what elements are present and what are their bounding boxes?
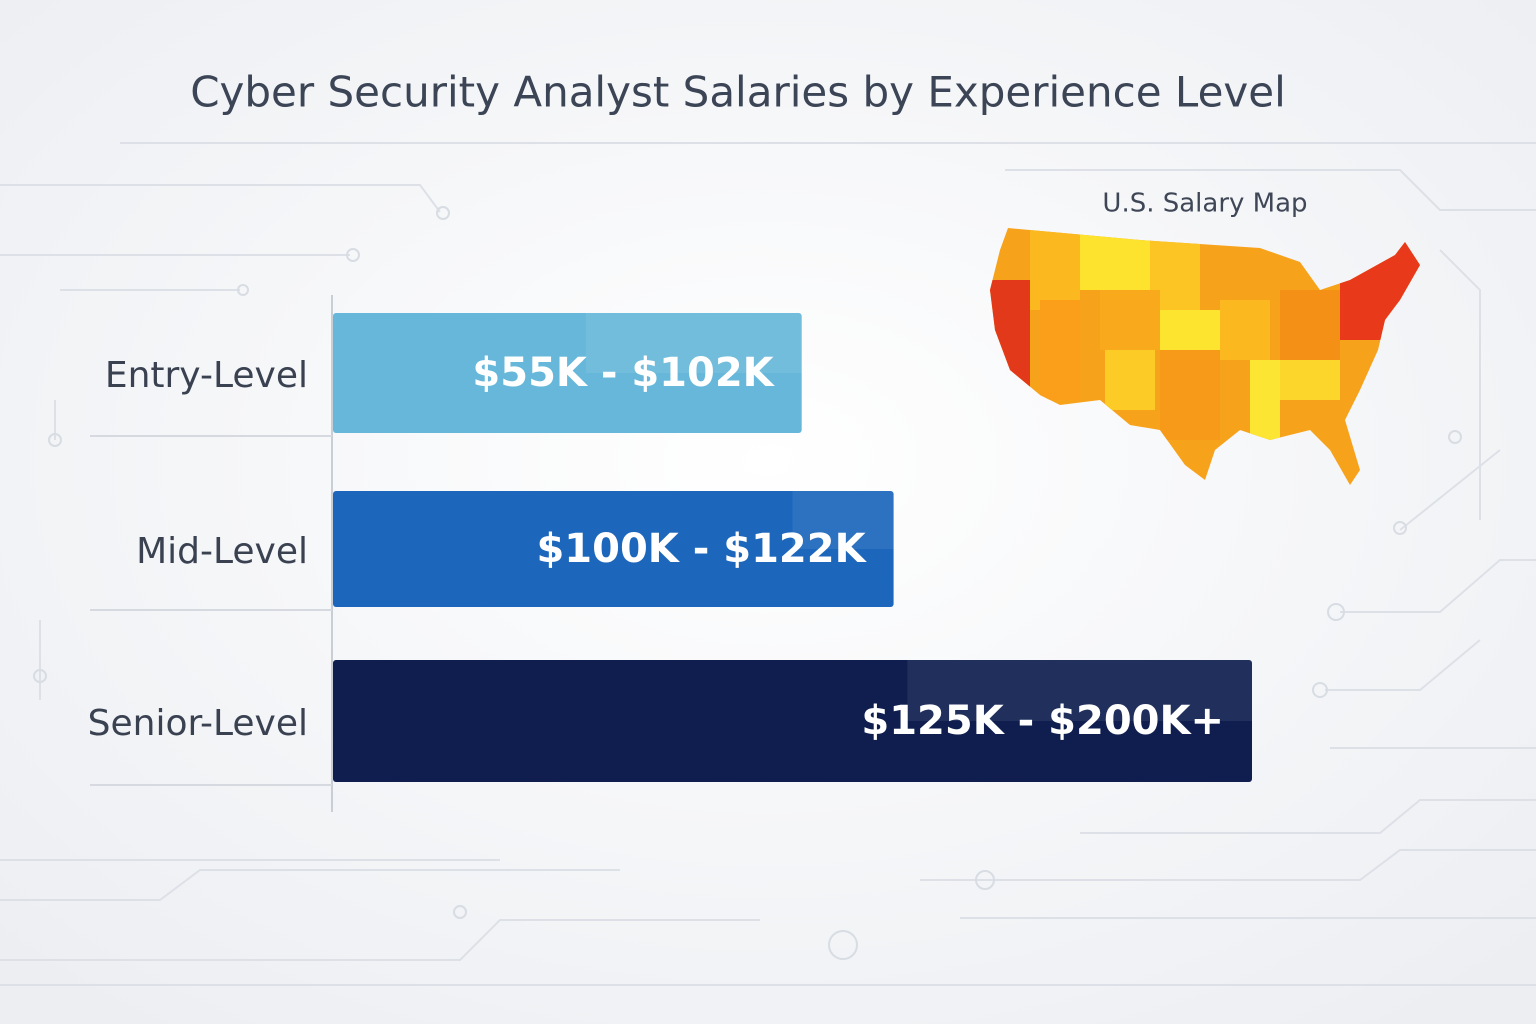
value-label: $100K - $122K	[536, 526, 867, 572]
chart-title: Cyber Security Analyst Salaries by Exper…	[190, 68, 1286, 117]
map-title: U.S. Salary Map	[1102, 189, 1307, 219]
category-label: Entry-Level	[105, 355, 308, 396]
bar	[333, 660, 1252, 782]
bar-range	[792, 491, 894, 549]
circuit-decoration	[0, 142, 1536, 986]
category-label: Mid-Level	[136, 531, 308, 572]
value-label: $125K - $200K+	[861, 698, 1224, 744]
value-label: $55K - $102K	[472, 350, 775, 396]
bar	[333, 313, 802, 433]
bar	[333, 491, 894, 607]
category-label: Senior-Level	[88, 703, 308, 744]
bar-range	[907, 660, 1252, 721]
bar-range	[585, 313, 802, 373]
